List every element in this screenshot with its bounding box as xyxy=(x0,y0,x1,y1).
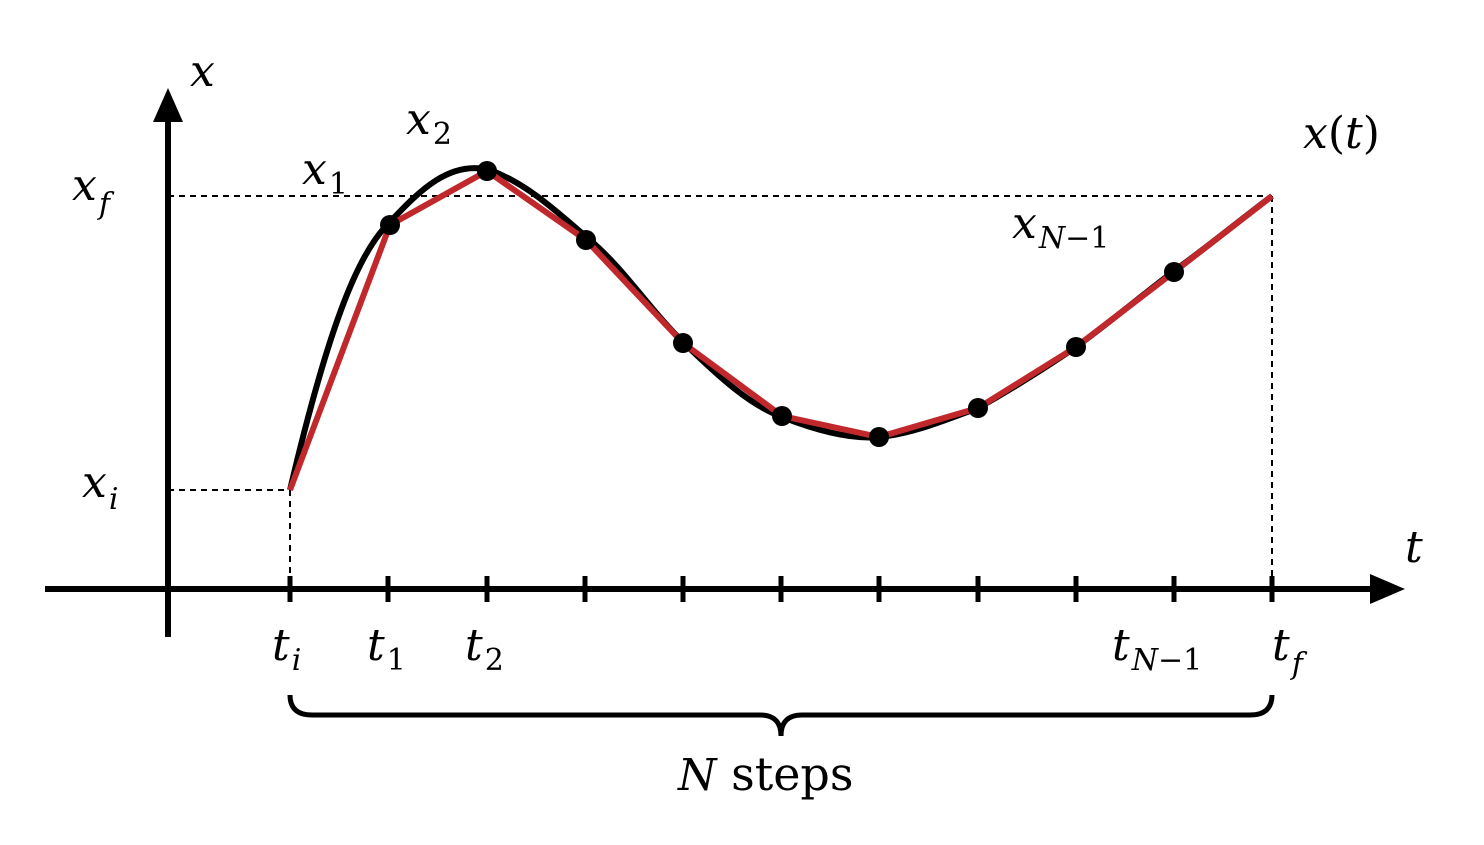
label-x-2: x2 xyxy=(406,94,452,152)
point-4 xyxy=(673,333,693,353)
axis-label-x: x xyxy=(190,46,215,97)
label-t-f: tf xyxy=(1272,620,1308,682)
intermediate-points xyxy=(380,161,1184,447)
label-t-1: t1 xyxy=(367,620,406,678)
label-x-1: x1 xyxy=(302,144,348,202)
label-x-i: xi xyxy=(82,457,118,517)
label-x-f: xf xyxy=(72,160,115,222)
discretized-path xyxy=(287,168,1274,492)
point-8 xyxy=(1066,337,1086,357)
point-9 xyxy=(1164,262,1184,282)
point-3 xyxy=(576,230,596,250)
n-steps-label: N steps xyxy=(677,747,854,801)
point-2 xyxy=(477,161,497,181)
point-1 xyxy=(380,215,400,235)
x-axis-arrow xyxy=(153,88,183,122)
curve-label: x(t) xyxy=(1303,108,1380,159)
t-axis-ticks xyxy=(287,576,1275,602)
label-t-i: ti xyxy=(272,620,301,678)
point-6 xyxy=(869,427,889,447)
label-x-n-minus-1: xN−1 xyxy=(1012,198,1109,256)
point-5 xyxy=(772,406,792,426)
axis-label-t: t xyxy=(1405,522,1423,573)
n-steps-brace xyxy=(287,694,1275,737)
point-7 xyxy=(968,398,988,418)
t-axis-arrow xyxy=(1370,574,1405,604)
label-t-n-minus-1: tN−1 xyxy=(1112,620,1202,678)
smooth-path-curve xyxy=(287,165,1274,491)
label-t-2: t2 xyxy=(465,620,504,678)
